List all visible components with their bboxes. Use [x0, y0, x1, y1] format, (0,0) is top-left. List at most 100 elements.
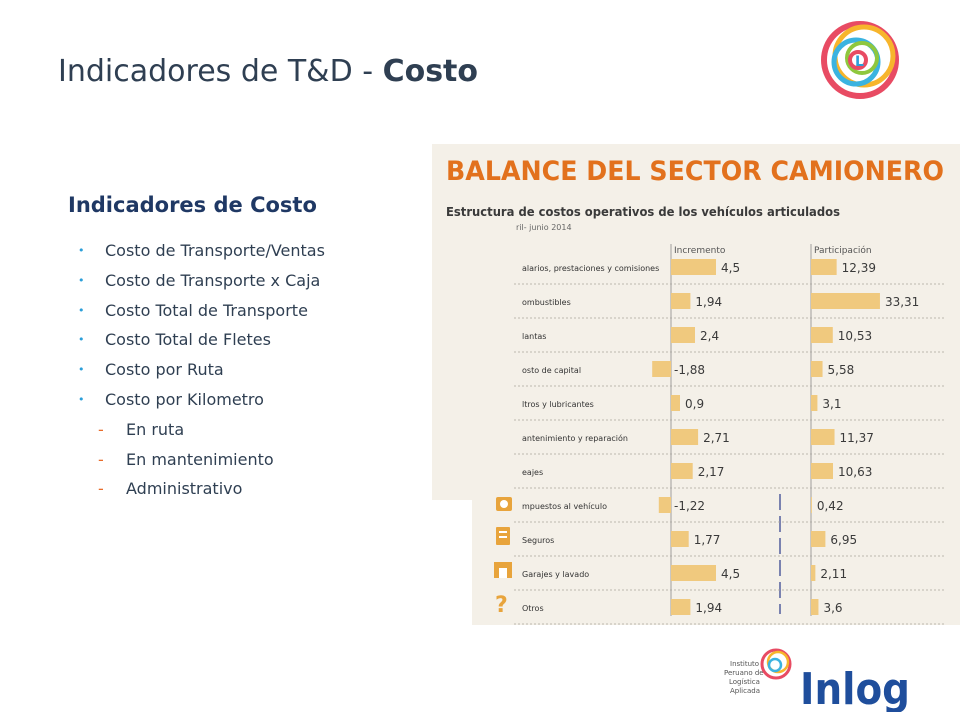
list-item: • Costo de Transporte x Caja: [78, 266, 325, 296]
list-item: • Costo Total de Fletes: [78, 325, 325, 355]
colorful-circles-logo: L: [821, 21, 899, 99]
category-label: Otros: [522, 604, 544, 613]
sub-bullet-marker: -: [98, 449, 104, 469]
bullet-list: • Costo de Transporte/Ventas • Costo de Tr…: [78, 236, 325, 504]
incremento-bar: [671, 565, 716, 581]
participacion-value-label: 2,11: [820, 567, 847, 581]
incremento-bar: [671, 463, 693, 479]
inlog-logo: Instituto Peruano de Logística Aplicada …: [724, 648, 910, 712]
participacion-bar: [811, 429, 835, 445]
incremento-bar: [671, 599, 691, 615]
series-header-incremento: Incremento: [674, 246, 726, 256]
list-item: • Costo Total de Transporte: [78, 296, 325, 326]
logo-text: Inlog: [800, 664, 910, 712]
category-label: Garajes y lavado: [522, 570, 589, 579]
incremento-value-label: 4,5: [721, 261, 740, 275]
list-item-text: Costo de Transporte x Caja: [105, 270, 321, 290]
incremento-value-label: 1,77: [694, 533, 721, 547]
logo-subtext-3: Logística: [729, 678, 760, 686]
chart-rows: alarios, prestaciones y comisiones 4,5 12,…: [514, 259, 944, 625]
slide-title-bold: Costo: [382, 54, 479, 89]
sub-bullet-marker: -: [98, 479, 104, 499]
incremento-value-label: 2,4: [700, 329, 719, 343]
category-label: eajes: [522, 468, 543, 477]
slide-title: Indicadores de T&D - Costo: [58, 54, 478, 89]
participacion-bar: [811, 259, 837, 275]
chart-subtitle: Estructura de costos operativos de los v…: [446, 204, 840, 219]
list-item-text: Costo por Kilometro: [105, 389, 264, 409]
incremento-value-label: 1,94: [695, 601, 722, 615]
chart-title: BALANCE DEL SECTOR CAMIONERO: [446, 156, 944, 187]
sub-list-item: - En ruta: [78, 415, 325, 445]
series-header-participacion: Participación: [814, 245, 872, 256]
participacion-value-label: 6,95: [830, 533, 857, 547]
chart-panel-background-lower: [472, 490, 960, 625]
bullet-marker: •: [78, 333, 85, 347]
category-label: Seguros: [522, 536, 554, 545]
sub-bullet-marker: -: [98, 419, 104, 439]
participacion-value-label: 33,31: [885, 295, 919, 309]
incremento-bar: [671, 293, 691, 309]
participacion-bar: [811, 599, 819, 615]
sub-list-item: - En mantenimiento: [78, 445, 325, 475]
chart-period: ril- junio 2014: [516, 223, 572, 232]
participacion-value-label: 11,37: [840, 431, 874, 445]
participacion-value-label: 0,42: [817, 499, 844, 513]
participacion-bar: [811, 463, 834, 479]
incremento-value-label: -1,88: [674, 363, 705, 377]
participacion-value-label: 3,1: [822, 397, 841, 411]
incremento-bar: [671, 429, 699, 445]
row-icons: ?: [494, 497, 512, 618]
incremento-bar: [658, 497, 671, 513]
category-label: mpuestos al vehículo: [522, 502, 607, 511]
bullet-marker: •: [78, 303, 85, 317]
category-label: ltros y lubricantes: [522, 400, 594, 409]
incremento-bar: [671, 259, 716, 275]
list-item: • Costo por Kilometro: [78, 385, 325, 415]
category-label: ombustibles: [522, 298, 571, 307]
slide-title-regular: Indicadores de T&D -: [58, 54, 383, 89]
list-item: • Costo de Transporte/Ventas: [78, 236, 325, 266]
bullet-marker: •: [78, 392, 85, 406]
participacion-bar: [811, 565, 816, 581]
category-label: alarios, prestaciones y comisiones: [522, 264, 659, 273]
list-item-text: Costo de Transporte/Ventas: [105, 241, 325, 260]
svg-text:?: ?: [495, 593, 508, 618]
bullet-marker: •: [78, 273, 85, 287]
bullet-marker: •: [78, 244, 85, 257]
incremento-value-label: 4,5: [721, 567, 740, 581]
bullet-marker: •: [78, 363, 85, 377]
incremento-value-label: 0,9: [685, 397, 704, 411]
incremento-bar: [671, 531, 689, 547]
incremento-value-label: 2,17: [698, 465, 725, 479]
participacion-value-label: 10,53: [838, 329, 872, 343]
sub-list-item: - Administrativo: [78, 474, 325, 504]
participacion-value-label: 5,58: [828, 363, 855, 377]
participacion-value-label: 3,6: [823, 601, 842, 615]
list-item: • Costo por Ruta: [78, 355, 325, 385]
incremento-value-label: -1,22: [674, 499, 705, 513]
participacion-bar: [811, 293, 880, 309]
tax-icon: [496, 497, 512, 511]
participacion-value-label: 10,63: [838, 465, 872, 479]
incremento-value-label: 2,71: [703, 431, 730, 445]
participacion-bar: [811, 327, 833, 343]
garage-icon: [494, 562, 512, 578]
section-heading: Indicadores de Costo: [68, 193, 317, 217]
list-item-text: En mantenimiento: [126, 449, 274, 469]
logo-subtext-2: Peruano de: [724, 669, 764, 677]
category-label: antenimiento y reparación: [522, 433, 628, 443]
list-item-text: Administrativo: [126, 479, 243, 499]
incremento-bar: [671, 395, 680, 411]
svg-text:L: L: [855, 54, 864, 70]
list-item-text: Costo por Ruta: [105, 360, 224, 380]
participacion-bar: [811, 497, 812, 513]
incremento-value-label: 1,94: [695, 295, 722, 309]
incremento-bar: [652, 361, 671, 377]
list-item-text: En ruta: [126, 419, 185, 439]
category-label: lantas: [522, 332, 546, 341]
list-item-text: Costo Total de Fletes: [105, 330, 271, 350]
list-item-text: Costo Total de Transporte: [105, 300, 308, 320]
insurance-icon: [496, 527, 510, 545]
